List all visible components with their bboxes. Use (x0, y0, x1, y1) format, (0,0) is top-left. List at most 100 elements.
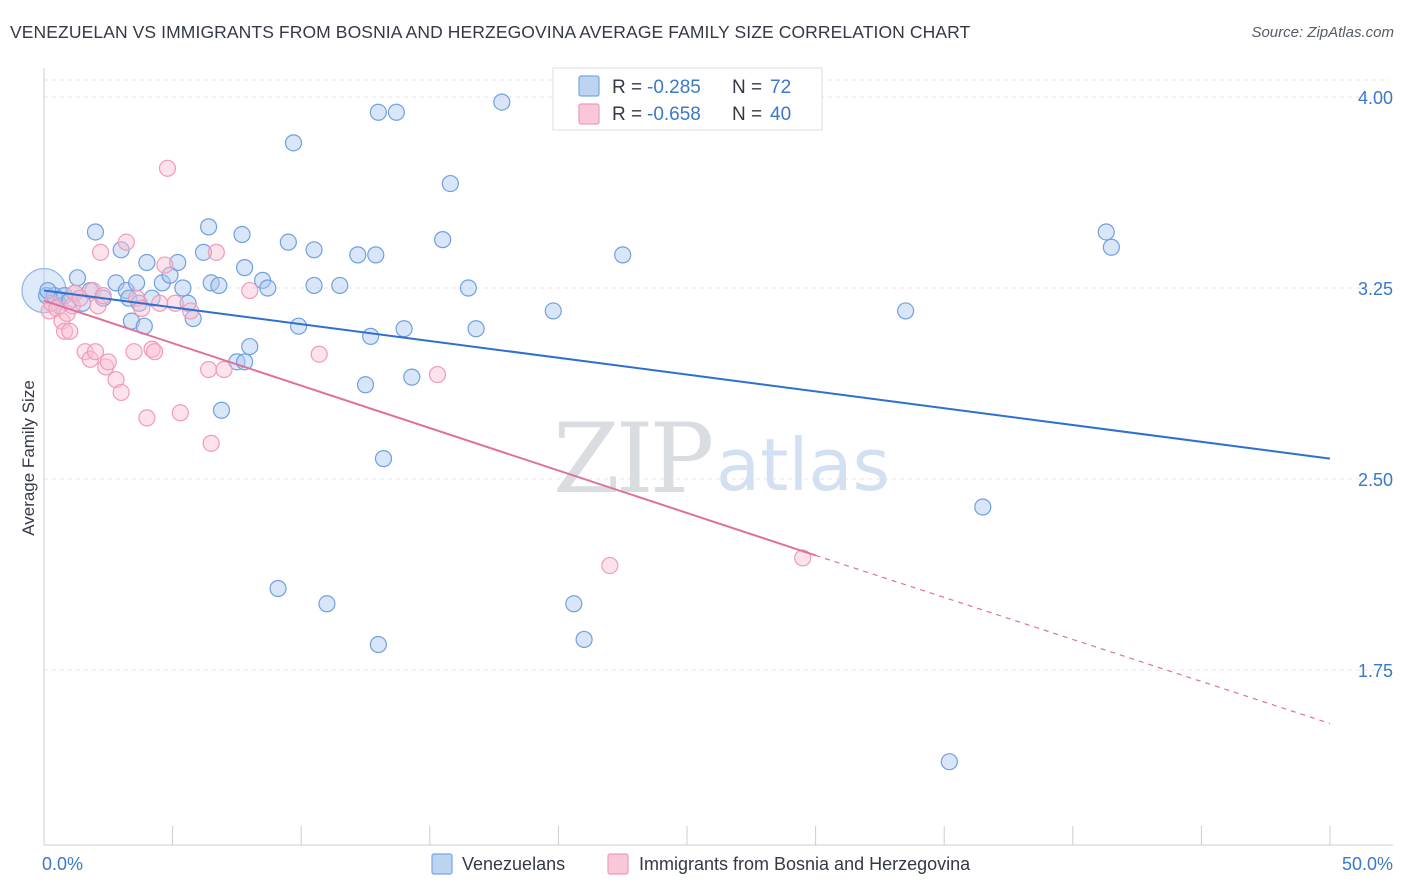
stat-r-value-2: -0.658 (647, 104, 701, 125)
legend-swatch-bosnia (578, 103, 600, 125)
data-point-bosnia-21 (117, 233, 135, 251)
data-point-venezuelans-53 (374, 450, 393, 468)
data-point-venezuelans-28 (200, 218, 218, 236)
data-point-bosnia-13 (86, 343, 105, 361)
data-point-bosnia-28 (151, 294, 169, 312)
data-point-venezuelans-24 (174, 279, 192, 297)
data-point-bosnia-22 (125, 343, 143, 361)
data-point-venezuelans-48 (356, 376, 375, 394)
trend-line-venezuelans (43, 289, 1331, 460)
data-point-bosnia-4 (55, 322, 74, 340)
watermark-zip: ZIP (553, 403, 712, 515)
x-tick-label-max: 50.0% (1342, 854, 1393, 874)
data-point-bosnia-42 (794, 549, 812, 567)
data-point-venezuelans-47 (349, 246, 367, 264)
data-point-venezuelans-42 (290, 317, 308, 335)
data-point-venezuelans-68 (974, 498, 992, 516)
data-point-venezuelans-45 (318, 595, 336, 613)
watermark-atlas: atlas (716, 423, 890, 507)
data-point-venezuelans-52 (369, 635, 387, 654)
y-tick-label-3: 1.75 (1358, 661, 1393, 681)
data-point-bosnia-27 (145, 343, 164, 361)
data-point-venezuelans-22 (161, 266, 179, 284)
data-point-bosnia-20 (112, 383, 130, 402)
data-point-bosnia-35 (202, 434, 220, 452)
series-legend-bosnia: Immigrants from Bosnia and Herzegovina (639, 854, 971, 874)
data-point-venezuelans-58 (441, 174, 459, 193)
data-point-venezuelans-55 (395, 320, 413, 338)
data-point-venezuelans-30 (210, 276, 228, 295)
data-point-bosnia-18 (99, 353, 117, 371)
data-point-venezuelans-40 (279, 233, 297, 251)
stat-r-value-1: -0.285 (647, 77, 701, 98)
data-point-bosnia-26 (143, 340, 161, 358)
data-point-venezuelans-44 (305, 276, 323, 295)
data-point-venezuelans-27 (194, 243, 213, 261)
data-point-bosnia-38 (241, 281, 259, 300)
data-point-bosnia-40 (428, 365, 447, 384)
data-point-bosnia-36 (207, 243, 225, 261)
stat-r-label-1: R = (612, 77, 642, 98)
data-point-venezuelans-23 (169, 253, 187, 272)
data-point-bosnia-41 (601, 556, 619, 575)
data-point-venezuelans-31 (212, 401, 231, 419)
data-point-venezuelans-62 (544, 302, 562, 320)
series-venezuelans (21, 93, 1120, 771)
data-point-venezuelans-66 (897, 302, 915, 320)
data-point-venezuelans-59 (459, 279, 477, 297)
stat-n-value-1: 72 (770, 77, 791, 98)
data-point-venezuelans-50 (367, 246, 385, 264)
data-point-venezuelans-67 (940, 753, 958, 771)
legend-swatch-venezuelans (578, 75, 600, 97)
stat-n-label-2: N = (732, 104, 762, 125)
data-point-venezuelans-61 (493, 93, 511, 111)
series-legend-swatch-venezuelans (431, 853, 453, 875)
data-point-bosnia-37 (215, 360, 233, 379)
data-point-venezuelans-51 (369, 103, 387, 121)
data-point-bosnia-30 (158, 159, 177, 177)
data-point-venezuelans-43 (305, 241, 323, 259)
data-point-venezuelans-34 (236, 259, 254, 277)
y-tick-label-1: 3.25 (1358, 279, 1393, 299)
trend-line-bosnia (43, 299, 816, 557)
data-point-bosnia-16 (94, 287, 112, 305)
data-point-venezuelans-49 (362, 327, 380, 345)
chart-source: Source: ZipAtlas.com (1251, 24, 1394, 41)
stat-r-label-2: R = (612, 104, 642, 125)
data-point-bosnia-6 (61, 322, 79, 340)
data-point-venezuelans-9 (86, 223, 105, 241)
data-point-venezuelans-69 (1097, 223, 1115, 241)
series-legend: Venezuelans Immigrants from Bosnia and H… (431, 853, 971, 875)
data-point-bosnia-25 (138, 409, 156, 427)
data-point-venezuelans-38 (259, 279, 277, 297)
axes (43, 68, 1393, 846)
data-point-venezuelans-65 (614, 246, 632, 264)
series-legend-swatch-bosnia (607, 853, 629, 875)
data-point-bosnia-32 (171, 404, 189, 422)
stat-n-value-2: 40 (770, 104, 791, 125)
trend-line-bosnia-extension (815, 554, 1331, 725)
data-point-venezuelans-46 (331, 276, 349, 295)
series-legend-venezuelans: Venezuelans (462, 854, 565, 874)
y-tick-label-2: 2.50 (1358, 470, 1393, 490)
stats-legend: R = -0.285 N = 72 R = -0.658 N = 40 (552, 67, 823, 131)
data-point-venezuelans-70 (1102, 238, 1120, 256)
series-bosnia (40, 159, 812, 575)
data-point-bosnia-12 (84, 281, 102, 300)
trend-lines (43, 289, 1331, 725)
data-point-venezuelans-16 (127, 274, 146, 292)
data-point-venezuelans-41 (284, 134, 303, 152)
data-point-venezuelans-63 (565, 595, 583, 613)
gridlines (44, 79, 1390, 671)
data-point-bosnia-19 (107, 371, 125, 389)
data-point-bosnia-39 (310, 345, 328, 363)
data-point-venezuelans-6 (68, 269, 87, 287)
data-point-venezuelans-36 (241, 337, 259, 356)
y-tick-label-0: 4.00 (1358, 88, 1393, 108)
data-point-bosnia-15 (91, 243, 110, 261)
chart-title: VENEZUELAN VS IMMIGRANTS FROM BOSNIA AND… (10, 22, 971, 42)
data-point-venezuelans-33 (233, 225, 251, 244)
data-point-bosnia-29 (156, 256, 174, 274)
data-point-venezuelans-56 (403, 368, 421, 386)
